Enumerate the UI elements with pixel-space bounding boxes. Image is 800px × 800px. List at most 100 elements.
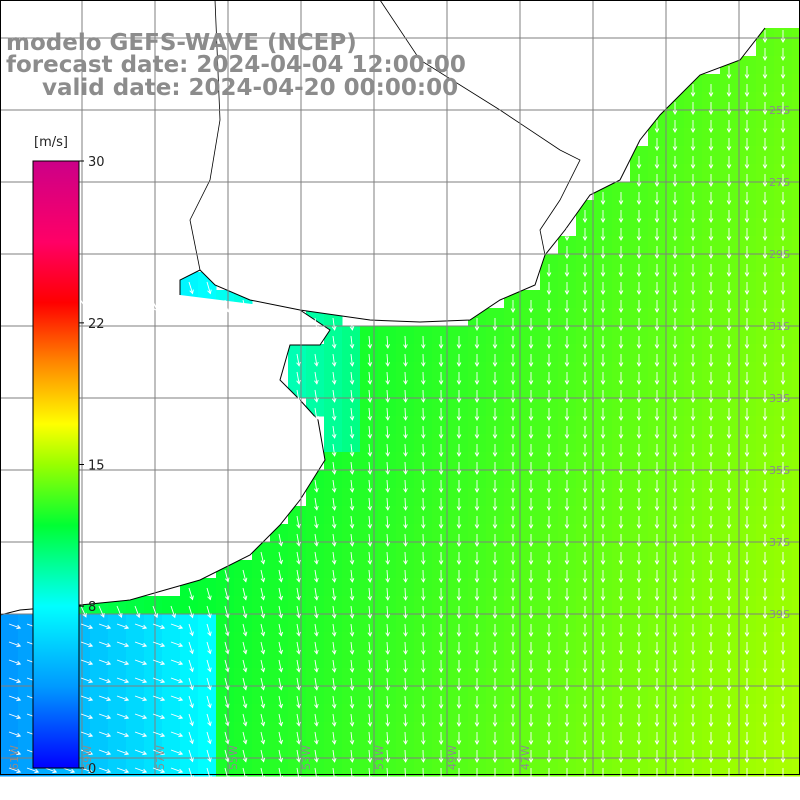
field-cell xyxy=(648,686,667,705)
field-cell xyxy=(612,236,631,255)
field-cell xyxy=(720,254,739,273)
field-cell xyxy=(774,650,793,669)
field-cell xyxy=(738,614,757,633)
wind-arrow xyxy=(564,516,570,529)
wind-arrow xyxy=(134,713,148,720)
wind-arrow xyxy=(367,587,373,601)
field-cell xyxy=(738,434,757,453)
field-cell xyxy=(414,380,433,399)
field-cell xyxy=(720,164,739,183)
wind-arrow xyxy=(546,300,552,313)
wind-arrow xyxy=(618,282,624,295)
wind-arrow xyxy=(762,714,768,727)
field-cell xyxy=(198,596,217,615)
field-cell xyxy=(558,614,577,633)
field-cell xyxy=(126,614,145,633)
field-cell xyxy=(324,380,343,399)
field-cell xyxy=(306,704,325,723)
field-cell xyxy=(558,668,577,687)
wind-arrow xyxy=(314,695,319,709)
field-cell xyxy=(720,326,739,345)
wind-arrow xyxy=(188,731,194,745)
field-cell xyxy=(774,218,793,237)
wind-arrow xyxy=(528,768,534,781)
field-cell xyxy=(414,326,433,345)
wind-arrow xyxy=(420,353,426,367)
wind-arrow xyxy=(152,731,166,738)
wind-arrow xyxy=(403,641,408,655)
field-cell xyxy=(486,560,505,579)
wind-arrow xyxy=(636,498,642,511)
field-cell xyxy=(432,758,451,777)
wind-arrow xyxy=(708,606,714,619)
field-cell xyxy=(612,434,631,453)
field-cell xyxy=(612,254,631,273)
wind-arrow xyxy=(492,534,498,547)
field-cell xyxy=(270,632,289,651)
wind-arrow xyxy=(349,479,355,493)
wind-arrow xyxy=(780,642,786,655)
wind-arrow xyxy=(690,372,696,385)
field-cell xyxy=(144,668,163,687)
wind-arrow xyxy=(278,659,283,673)
field-cell xyxy=(414,578,433,597)
wind-arrow xyxy=(618,246,624,259)
wind-arrow xyxy=(314,317,319,331)
wind-arrow xyxy=(367,767,373,781)
field-cell xyxy=(414,632,433,651)
wind-arrow xyxy=(492,768,498,781)
field-cell xyxy=(576,758,595,777)
field-cell xyxy=(396,488,415,507)
field-cell xyxy=(594,398,613,417)
wind-arrow xyxy=(98,659,112,666)
field-cell xyxy=(414,704,433,723)
wind-arrow xyxy=(385,731,390,745)
wind-arrow xyxy=(456,696,462,709)
wind-arrow xyxy=(654,642,660,655)
field-cell xyxy=(684,578,703,597)
wind-arrow xyxy=(618,714,624,727)
wind-arrow xyxy=(349,677,355,691)
wind-arrow xyxy=(618,678,624,691)
field-cell xyxy=(450,344,469,363)
field-cell xyxy=(756,758,775,777)
field-cell xyxy=(126,686,145,705)
wind-arrow xyxy=(708,426,714,439)
wind-arrow xyxy=(385,443,390,457)
field-cell xyxy=(558,470,577,489)
wind-arrow xyxy=(672,516,678,529)
field-cell xyxy=(324,704,343,723)
field-cell xyxy=(756,614,775,633)
wind-arrow xyxy=(600,660,606,673)
wind-arrow xyxy=(636,282,642,295)
field-cell xyxy=(774,380,793,399)
wind-arrow xyxy=(456,588,462,601)
field-cell xyxy=(702,128,721,147)
field-cell xyxy=(792,20,800,39)
wind-arrow xyxy=(385,641,390,655)
wind-arrow xyxy=(510,318,516,331)
wind-arrow xyxy=(546,570,552,583)
wind-arrow xyxy=(726,102,732,115)
wind-arrow xyxy=(708,408,714,421)
field-cell xyxy=(522,650,541,669)
wind-arrow xyxy=(492,696,498,709)
wind-arrow xyxy=(708,84,714,97)
wind-arrow xyxy=(492,750,498,763)
wind-arrow xyxy=(403,623,408,637)
field-cell xyxy=(414,560,433,579)
field-cell xyxy=(774,326,793,345)
field-cell xyxy=(648,146,667,165)
field-cell xyxy=(702,92,721,111)
field-cell xyxy=(756,92,775,111)
field-cell xyxy=(738,146,757,165)
field-cell xyxy=(738,758,757,777)
wind-arrow xyxy=(134,641,148,648)
field-cell xyxy=(306,614,325,633)
wind-arrow xyxy=(708,570,714,583)
field-cell xyxy=(738,308,757,327)
wind-arrow xyxy=(510,390,516,403)
field-cell xyxy=(414,452,433,471)
wind-arrow xyxy=(314,407,319,421)
wind-arrow xyxy=(780,480,786,493)
